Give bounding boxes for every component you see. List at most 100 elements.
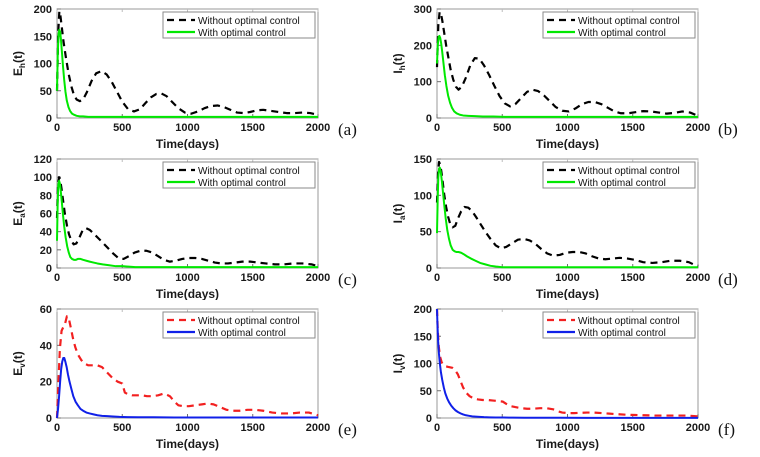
y-tick-label: 0 [426,413,432,425]
legend-label-without: Without optimal control [578,166,680,177]
svg-text:Ea(t): Ea(t) [11,201,27,225]
x-tick-label: 1000 [555,122,579,134]
y-tick-label: 100 [414,190,432,202]
x-tick-label: 2000 [686,422,710,434]
y-axis-title: Ia(t) [391,204,407,224]
legend-label-with: With optimal control [198,178,286,189]
x-tick-label: 1000 [175,272,199,284]
y-tick-label: 20 [40,245,52,257]
x-tick-label: 1500 [621,272,645,284]
svg-text:Iv(t): Iv(t) [391,354,407,374]
y-tick-label: 40 [40,340,52,352]
y-tick-label: 300 [414,4,432,16]
legend-label-without: Without optimal control [198,16,300,27]
series-with-optimal-control [56,179,318,269]
y-tick-label: 60 [40,209,52,221]
y-tick-label: 120 [34,154,52,166]
panel-label: (e) [338,420,357,439]
legend-box [162,161,316,189]
y-tick-label: 0 [46,113,52,125]
x-tick-label: 0 [434,422,440,434]
x-tick-label: 0 [54,122,60,134]
series-without-optimal-control [55,176,319,268]
series-without-optimal-control [435,10,699,117]
svg-text:Ev(t): Ev(t) [11,351,27,375]
y-axis-title: Ev(t) [11,351,27,375]
legend-label-without: Without optimal control [578,16,680,27]
legend-label-with: With optimal control [198,328,286,339]
svg-text:Ia(t): Ia(t) [391,204,407,224]
x-tick-label: 1500 [241,422,265,434]
series-without-optimal-control [55,10,319,116]
x-tick-label: 2000 [686,272,710,284]
legend-box [542,311,696,339]
x-tick-label: 0 [434,122,440,134]
x-tick-label: 500 [113,272,131,284]
panel-label: (f) [718,420,735,439]
y-tick-label: 150 [414,331,432,343]
y-tick-label: 0 [46,413,52,425]
x-axis-title: Time(days) [156,137,219,150]
y-axis-title: Iv(t) [391,354,407,374]
x-tick-label: 2000 [306,272,330,284]
panel-label: (c) [338,270,357,289]
x-tick-label: 1000 [175,422,199,434]
y-tick-label: 50 [40,86,52,98]
x-tick-label: 0 [54,272,60,284]
series-with-optimal-control [436,308,698,419]
subplot-e: 0 500 1000 1500 2000 0 20 40 60 Time(days) Ev(t) Wi… [0,300,380,457]
subplot-b: 0 500 1000 1500 2000 0 100 200 300 Time(days) Ih(t… [380,0,760,150]
series-without-optimal-control [435,160,699,268]
legend-box [162,311,316,339]
subplot-c: 0 500 1000 1500 2000 0 20 40 60 80 100 120 Time(days… [0,150,380,300]
legend-box [162,11,316,39]
x-axis-title: Time(days) [536,137,599,150]
series-without-optimal-control [435,308,699,418]
x-tick-label: 0 [434,272,440,284]
y-tick-label: 50 [420,386,432,398]
y-tick-label: 50 [420,227,432,239]
series-with-optimal-control [56,28,318,118]
legend-label-without: Without optimal control [198,316,300,327]
legend-label-with: With optimal control [198,28,286,39]
subplot-f: 0 500 1000 1500 2000 0 50 100 150 200 Time(days) Iv… [380,300,760,457]
x-axis-title: Time(days) [156,437,219,451]
x-tick-label: 1000 [555,272,579,284]
panel-label: (d) [718,270,738,289]
y-tick-label: 20 [40,377,52,389]
y-tick-label: 100 [414,77,432,89]
x-tick-label: 500 [493,272,511,284]
legend-label-with: With optimal control [578,328,666,339]
x-axis-title: Time(days) [536,287,599,300]
y-tick-label: 0 [426,113,432,125]
x-tick-label: 1000 [555,422,579,434]
y-tick-label: 0 [46,263,52,275]
x-tick-label: 1000 [175,122,199,134]
x-tick-label: 500 [113,122,131,134]
y-axis-title: Ea(t) [11,201,27,225]
subplot-a: 0 500 1000 1500 2000 0 50 100 150 200 Time(days) Eh… [0,0,380,150]
svg-text:Eh(t): Eh(t) [11,51,27,76]
legend-label-with: With optimal control [578,28,666,39]
y-tick-label: 100 [34,172,52,184]
y-tick-label: 60 [40,304,52,316]
legend-box [542,11,696,39]
y-tick-label: 100 [414,359,432,371]
series-with-optimal-control [436,34,698,118]
y-tick-label: 80 [40,190,52,202]
y-axis-title: Ih(t) [391,53,407,73]
panel-label: (a) [338,120,357,139]
x-tick-label: 1500 [241,272,265,284]
svg-text:Ih(t): Ih(t) [391,53,407,73]
legend-label-with: With optimal control [578,178,666,189]
x-tick-label: 1500 [241,122,265,134]
series-without-optimal-control [55,315,319,419]
x-tick-label: 1500 [621,422,645,434]
y-tick-label: 150 [34,31,52,43]
x-tick-label: 2000 [686,122,710,134]
x-tick-label: 0 [54,422,60,434]
x-tick-label: 2000 [306,422,330,434]
series-with-optimal-control [436,166,698,269]
x-axis-title: Time(days) [536,437,599,451]
x-tick-label: 500 [113,422,131,434]
